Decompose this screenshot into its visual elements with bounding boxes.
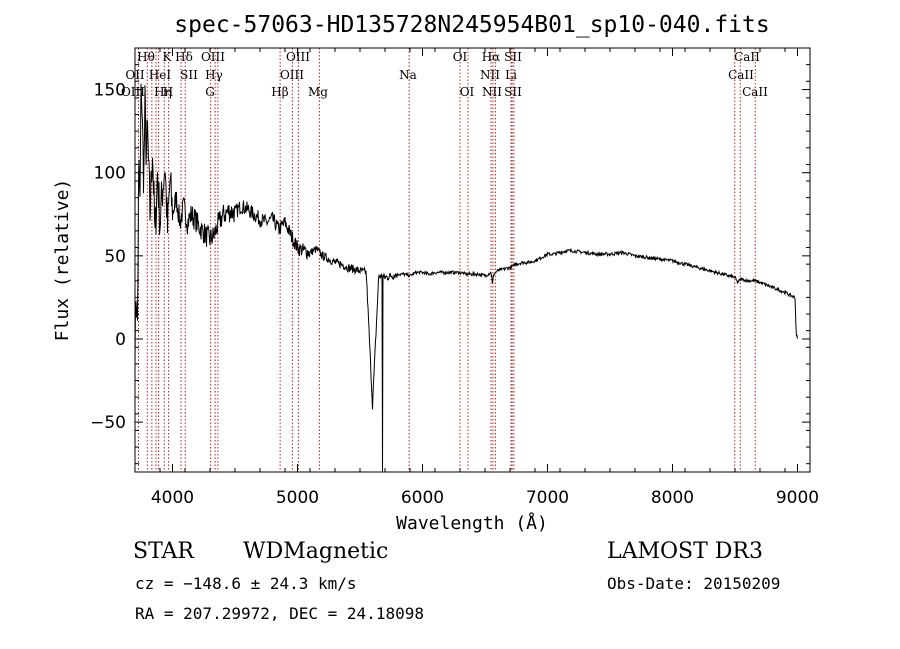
y-tick-label: −50 bbox=[90, 413, 126, 433]
spectral-line-label: SII bbox=[180, 68, 198, 82]
x-tick-label: 8000 bbox=[651, 488, 694, 508]
spectral-line-label: OI bbox=[453, 50, 468, 64]
x-tick-label: 9000 bbox=[776, 488, 819, 508]
spectral-line-label: NII bbox=[480, 68, 500, 82]
object-subclass: WDMagnetic bbox=[243, 539, 389, 564]
plot-frame bbox=[134, 47, 811, 473]
spectral-line-label: Mg bbox=[308, 85, 328, 99]
spectral-line-label: Na bbox=[399, 68, 417, 82]
redshift-cz: cz = −148.6 ± 24.3 km/s bbox=[135, 574, 357, 593]
spectral-line-label: Hα bbox=[482, 50, 501, 64]
spectral-line-label: OI bbox=[460, 85, 475, 99]
spectral-line-label: G bbox=[205, 85, 215, 99]
y-tick-label: 150 bbox=[94, 81, 126, 101]
observation-date: Obs-Date: 20150209 bbox=[607, 574, 781, 593]
y-axis-label: Flux (relative) bbox=[52, 179, 73, 342]
spectral-line-label: OIII bbox=[280, 68, 304, 82]
spectral-line-label: K bbox=[163, 50, 173, 64]
spectral-line-label: OIII bbox=[121, 85, 145, 99]
y-tick-label: 50 bbox=[104, 247, 126, 267]
survey-name: LAMOST DR3 bbox=[607, 539, 763, 564]
coordinates: RA = 207.29972, DEC = 24.18098 bbox=[135, 604, 424, 623]
object-class: STAR bbox=[133, 539, 194, 564]
x-tick-label: 7000 bbox=[526, 488, 569, 508]
spectral-line-label: OIII bbox=[201, 50, 225, 64]
spectral-line-label: SII bbox=[504, 85, 522, 99]
spectral-line-label: CaII bbox=[734, 50, 760, 64]
spectral-line-label: CaII bbox=[742, 85, 768, 99]
y-tick-label: 0 bbox=[115, 330, 126, 350]
x-tick-label: 6000 bbox=[401, 488, 444, 508]
x-axis-label: Wavelength (Å) bbox=[396, 512, 548, 534]
spectral-line-label: Hδ bbox=[175, 50, 193, 64]
spectral-line-label: OIII bbox=[286, 50, 310, 64]
spectral-line-label: NII bbox=[482, 85, 502, 99]
spectral-line-label: Hβ bbox=[271, 85, 288, 99]
y-tick-label: 100 bbox=[94, 164, 126, 184]
spectral-line-label: HeI bbox=[149, 68, 172, 82]
spectral-line-label: CaII bbox=[728, 68, 754, 82]
spectrum-series-line bbox=[134, 83, 798, 473]
spectral-line-label: SII bbox=[504, 50, 522, 64]
x-tick-label: 4000 bbox=[151, 488, 194, 508]
x-tick-label: 5000 bbox=[276, 488, 319, 508]
spectral-line-label: Hγ bbox=[205, 68, 223, 82]
spectral-line-label: Hη bbox=[154, 85, 172, 99]
spectral-line-label: H bbox=[163, 85, 173, 99]
spectral-line-label: Hθ bbox=[137, 50, 155, 64]
spectral-line-label: Li bbox=[505, 68, 517, 82]
chart-title: spec-57063-HD135728N245954B01_sp10-040.f… bbox=[174, 12, 769, 38]
